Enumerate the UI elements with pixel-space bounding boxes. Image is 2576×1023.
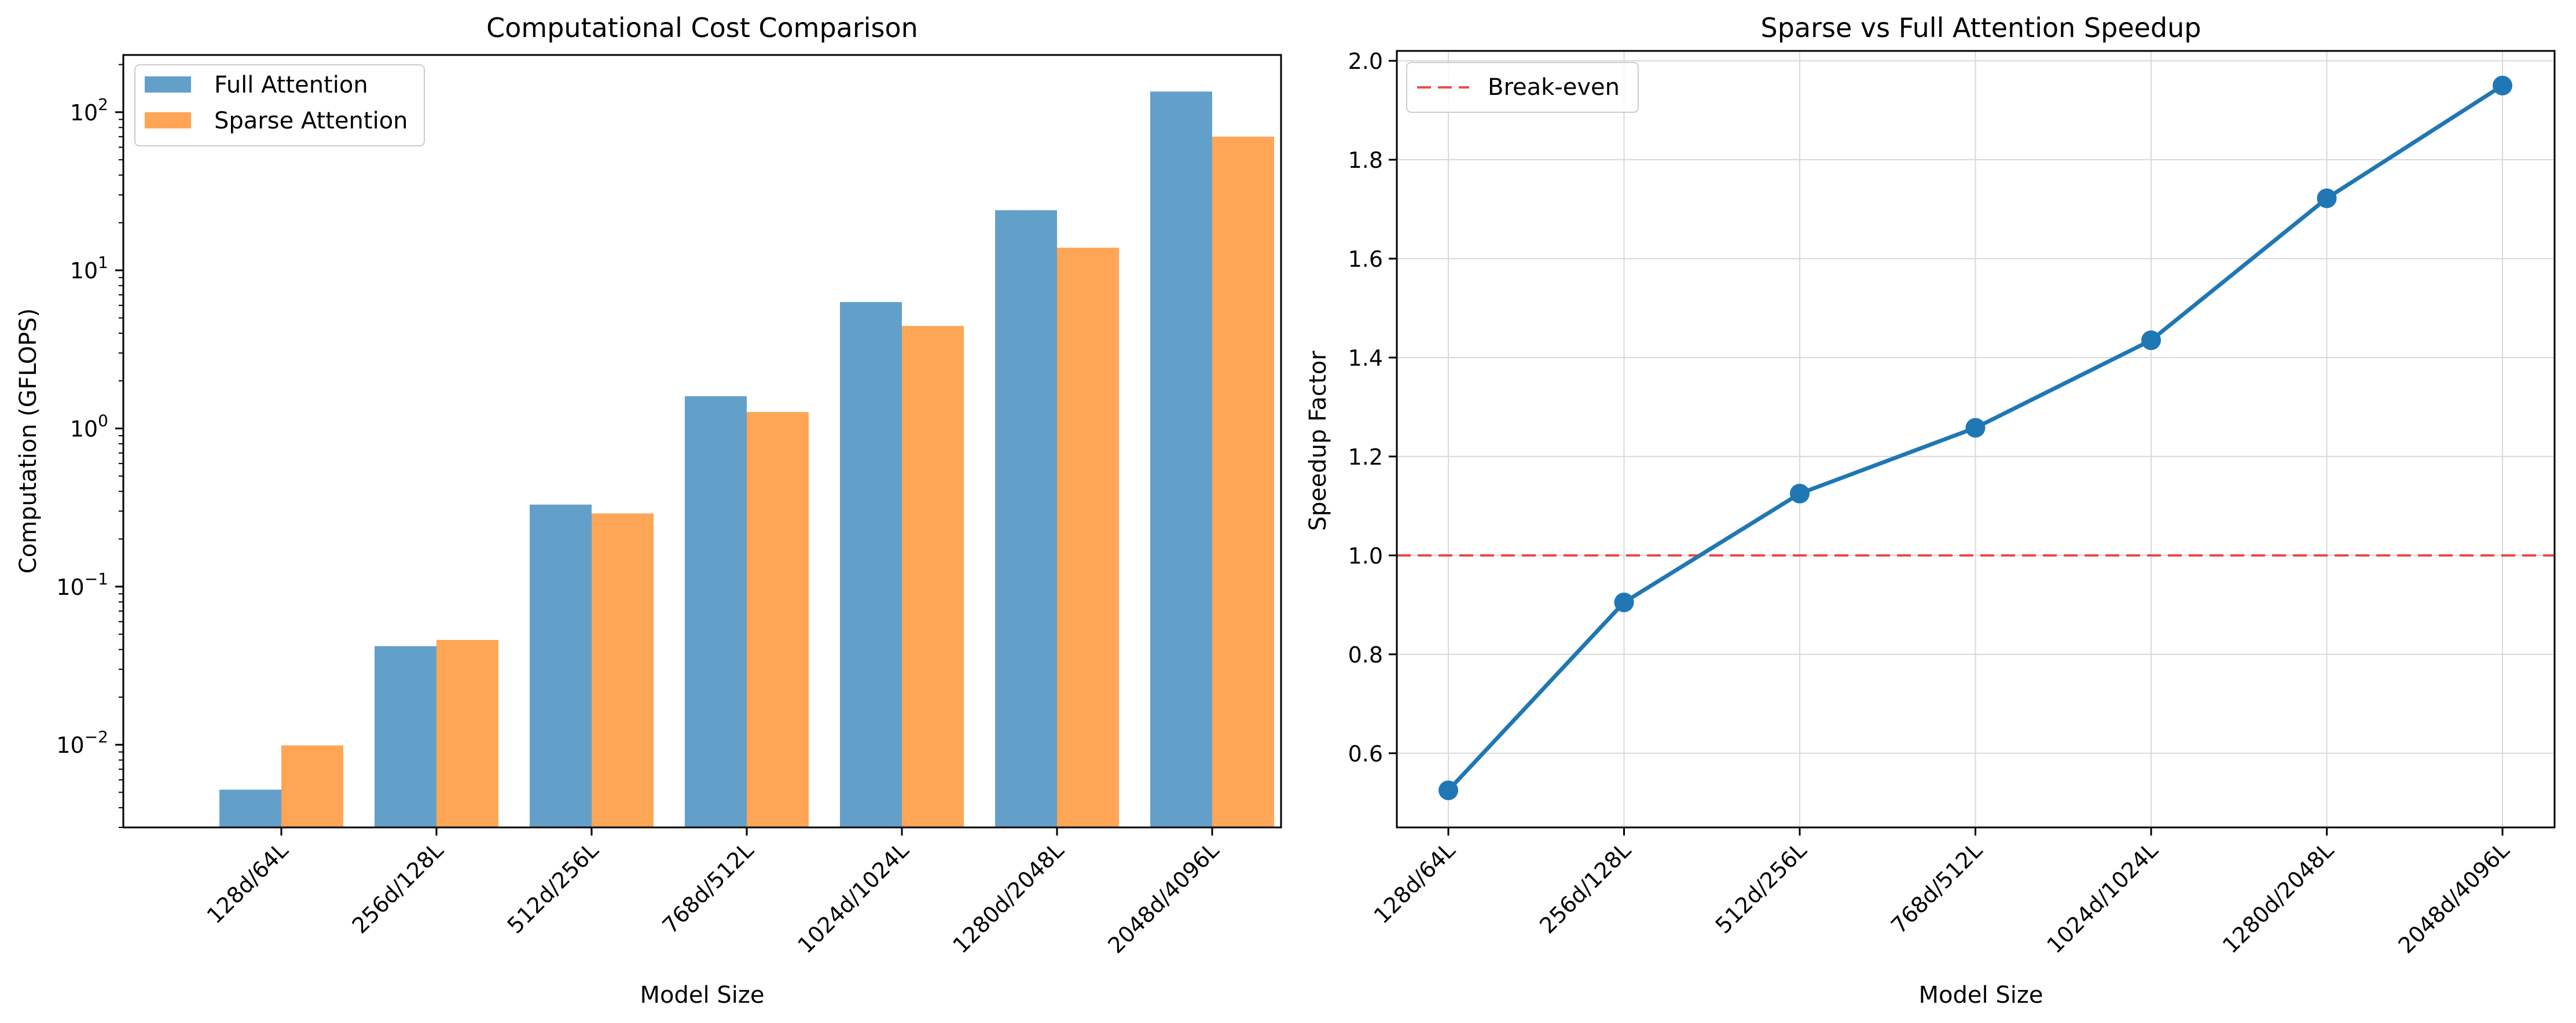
cost-legend: Full Attention Sparse Attention bbox=[134, 64, 425, 146]
bar-sparse-5 bbox=[1057, 248, 1119, 827]
speedup-point-3 bbox=[1965, 418, 1986, 438]
bar-sparse-1 bbox=[436, 639, 498, 827]
bar-full-2 bbox=[530, 505, 592, 827]
cost-y-tick-label-0: 10−2 bbox=[56, 727, 108, 758]
bar-full-0 bbox=[219, 789, 281, 827]
cost-y-tick-label-1: 10−1 bbox=[56, 569, 108, 600]
bar-sparse-4 bbox=[902, 326, 964, 827]
cost-chart-title: Computational Cost Comparison bbox=[486, 12, 918, 43]
bar-sparse-6 bbox=[1212, 137, 1274, 827]
speedup-x-axis-label: Model Size bbox=[1919, 982, 2043, 1009]
speedup-point-6 bbox=[2493, 75, 2512, 95]
speedup-y-tick-label-6: 1.8 bbox=[1348, 148, 1383, 173]
cost-legend-box bbox=[134, 64, 425, 146]
cost-y-axis-ticks: 10−2 10−1 100 101 102 bbox=[56, 64, 123, 828]
legend-sparse-attention-swatch bbox=[145, 112, 191, 128]
speedup-point-2 bbox=[1790, 484, 1810, 504]
speedup-y-tick-label-4: 1.4 bbox=[1348, 345, 1383, 371]
speedup-legend-box bbox=[1406, 62, 1639, 113]
cost-y-tick-label-3: 101 bbox=[70, 253, 108, 284]
speedup-y-tick-label-7: 2.0 bbox=[1348, 49, 1383, 74]
cost-bars bbox=[219, 91, 1274, 828]
legend-break-even-label: Break-even bbox=[1488, 74, 1620, 101]
bar-full-4 bbox=[840, 302, 902, 827]
speedup-points bbox=[1439, 75, 2512, 800]
speedup-point-4 bbox=[2141, 330, 2161, 351]
bar-full-5 bbox=[995, 210, 1057, 828]
legend-full-attention-swatch bbox=[145, 76, 191, 93]
legend-full-attention-label: Full Attention bbox=[214, 72, 368, 98]
speedup-point-0 bbox=[1439, 780, 1458, 800]
speedup-y-axis-ticks: 0.6 0.8 1.0 1.2 1.4 1.6 1.8 2.0 bbox=[1348, 49, 1397, 767]
speedup-y-tick-label-1: 0.8 bbox=[1348, 642, 1383, 668]
bar-full-3 bbox=[685, 396, 747, 827]
bar-sparse-3 bbox=[747, 412, 809, 827]
speedup-y-tick-label-0: 0.6 bbox=[1348, 741, 1383, 767]
bar-full-6 bbox=[1150, 91, 1212, 828]
speedup-chart-title: Sparse vs Full Attention Speedup bbox=[1761, 12, 2201, 43]
speedup-y-tick-label-5: 1.6 bbox=[1348, 246, 1383, 272]
cost-y-tick-label-2: 100 bbox=[70, 411, 108, 441]
speedup-grid bbox=[1397, 51, 2555, 827]
speedup-plot-frame bbox=[1396, 50, 2556, 829]
cost-y-axis-label: Computation (GFLOPS) bbox=[15, 308, 42, 574]
speedup-legend: Break-even bbox=[1406, 62, 1639, 113]
speedup-y-tick-label-2: 1.0 bbox=[1348, 543, 1383, 569]
speedup-point-1 bbox=[1614, 593, 1634, 613]
speedup-y-axis-label: Speedup Factor bbox=[1305, 351, 1331, 531]
bar-sparse-0 bbox=[281, 745, 343, 827]
cost-y-tick-label-4: 102 bbox=[70, 95, 108, 126]
bar-sparse-2 bbox=[592, 513, 654, 827]
cost-plot-frame bbox=[122, 54, 1282, 829]
cost-x-axis-label: Model Size bbox=[640, 982, 765, 1009]
legend-sparse-attention-label: Sparse Attention bbox=[214, 108, 408, 134]
bar-full-1 bbox=[375, 646, 436, 827]
speedup-y-tick-label-3: 1.2 bbox=[1348, 444, 1383, 470]
speedup-point-5 bbox=[2317, 188, 2337, 208]
